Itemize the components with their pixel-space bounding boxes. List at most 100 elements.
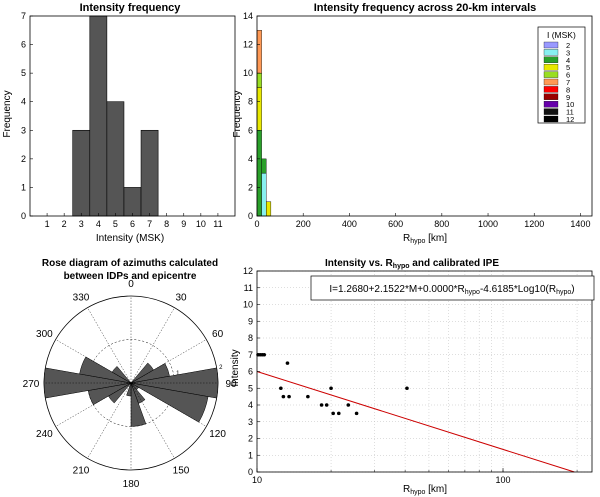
legend-label-9: 9 [566, 93, 570, 102]
rose-angle-label-90: 90 [225, 379, 237, 390]
ipe-point-11 [329, 386, 333, 391]
legend-swatch-5 [543, 64, 559, 71]
rose-spoke-150 [130, 382, 175, 459]
stack-segment-0km-I7 [256, 30, 262, 74]
legend-label-10: 10 [566, 100, 574, 109]
ipe-point-5 [281, 394, 286, 399]
legend-swatch-6 [543, 71, 559, 78]
ipe-title: Intensity vs. Rhypo and calibrated IPE [325, 258, 499, 270]
legend-label-7: 7 [566, 78, 570, 87]
stack-ylabel: Frequency [232, 90, 243, 137]
hist-ytick-label-3: 3 [21, 125, 26, 135]
stack-xtick-label-1000: 1000 [478, 219, 498, 229]
legend-swatch-10 [543, 101, 559, 108]
ipe-point-12 [331, 411, 335, 416]
hist-plot-area [30, 16, 235, 216]
stack-ytick-label-4: 4 [248, 154, 253, 164]
hist-xtick-label-2: 2 [62, 219, 67, 229]
legend-swatch-8 [543, 86, 559, 93]
ipe-axes-frame [256, 270, 593, 473]
stack-segment-0km-I4 [256, 130, 262, 217]
legend-swatch-3 [543, 49, 559, 56]
ipe-plot-area [257, 271, 592, 472]
stack-segment-0km-I6 [256, 72, 262, 88]
stack-segment-0km-I5 [256, 87, 262, 131]
ipe-point-10 [324, 403, 329, 407]
hist-bar-4 [89, 15, 108, 217]
intensity-histogram: Intensity frequency 1 2 3 4 5 6 7 8 9 10 11 0 1 2 3 4 5 6… [2, 2, 236, 244]
rose-spoke-120 [130, 382, 207, 427]
legend-label-11: 11 [566, 108, 574, 117]
stack-xlabel: Rhypo [km] [403, 233, 447, 245]
ipe-ytick-label-4: 4 [248, 400, 253, 410]
stack-xtick-label-0: 0 [254, 219, 259, 229]
ipe-point-7 [287, 394, 291, 399]
rose-angle-label-330: 330 [73, 292, 90, 303]
ipe-xlabel: Rhypo [km] [403, 484, 447, 496]
hist-axes-frame [29, 15, 236, 217]
rose-radial-label-1: 1 [176, 371, 180, 377]
ipe-ytick-label-11: 11 [244, 283, 253, 293]
ipe-ytick-label-3: 3 [248, 417, 253, 427]
rose-angle-label-150: 150 [173, 466, 190, 477]
ipe-ytick-label-0: 0 [248, 467, 253, 477]
stack-axes-frame [256, 15, 593, 217]
hist-xtick-label-7: 7 [147, 219, 152, 229]
stack-ytick-label-10: 10 [243, 68, 253, 78]
stack-segment-20km-I3 [261, 172, 267, 217]
hist-xlabel: Intensity (MSK) [96, 233, 164, 244]
legend-swatch-11 [543, 108, 559, 115]
hist-ytick-label-7: 7 [21, 11, 26, 21]
ipe-point-4 [279, 386, 283, 391]
rose-angle-label-210: 210 [73, 466, 90, 477]
ipe-point-14 [346, 403, 351, 407]
stack-ytick-label-12: 12 [243, 40, 253, 50]
ipe-ytick-label-7: 7 [248, 350, 253, 360]
stack-xtick-label-1200: 1200 [524, 219, 544, 229]
hist-xtick-label-5: 5 [113, 219, 118, 229]
legend-swatch-7 [543, 78, 559, 86]
ipe-point-15 [354, 411, 359, 416]
ipe-xtick-label-100: 100 [495, 475, 510, 485]
legend-label-3: 3 [566, 48, 570, 57]
rose-spoke-60 [130, 339, 207, 384]
legend-label-6: 6 [566, 71, 570, 80]
hist-ylabel: Frequency [2, 90, 13, 137]
hist-ytick-label-2: 2 [21, 154, 26, 164]
hist-xtick-label-10: 10 [196, 219, 206, 229]
ipe-ylabel: Intensity [230, 349, 241, 386]
hist-bar-3 [72, 129, 91, 217]
equation-frame [310, 275, 595, 301]
rose-angle-label-240: 240 [36, 429, 53, 440]
hist-xtick-label-8: 8 [164, 219, 169, 229]
stack-ytick-label-2: 2 [248, 182, 253, 192]
ipe-ytick-label-5: 5 [248, 383, 253, 393]
stack-xtick-label-600: 600 [388, 219, 403, 229]
stack-xtick-label-1400: 1400 [570, 219, 590, 229]
legend-label-2: 2 [566, 41, 570, 50]
ipe-point-13 [336, 411, 341, 416]
ipe-ytick-label-6: 6 [248, 367, 253, 377]
hist-bar-5 [106, 101, 125, 217]
stack-xtick-label-800: 800 [434, 219, 449, 229]
ipe-fit-line [256, 371, 575, 473]
legend-swatch-2 [543, 41, 559, 49]
rose-sector-260 [43, 367, 132, 399]
hist-ytick-label-1: 1 [21, 182, 26, 192]
azimuth-rose-diagram: Rose diagram of azimuths calculated betw… [23, 258, 237, 490]
intensity-vs-distance-plot: Intensity vs. Rhypo and calibrated IPE 0… [230, 258, 595, 496]
rose-spoke-300 [55, 339, 132, 384]
hist-ytick-label-5: 5 [21, 68, 26, 78]
hist-title: Intensity frequency [80, 2, 182, 14]
rose-angle-label-270: 270 [23, 379, 40, 390]
equation-text: I=1.2680+2.1522*M+0.0000*Rhypo-4.6185*Lo… [329, 284, 574, 296]
ipe-point-9 [319, 403, 324, 407]
hist-ytick-label-6: 6 [21, 40, 26, 50]
rose-spoke-240 [55, 382, 132, 427]
hist-xtick-label-9: 9 [181, 219, 186, 229]
ipe-equation-box: I=1.2680+2.1522*M+0.0000*Rhypo-4.6185*Lo… [310, 275, 595, 301]
legend-swatch-4 [543, 56, 559, 63]
rose-spoke-210 [87, 382, 132, 459]
hist-xtick-label-6: 6 [130, 219, 135, 229]
hist-bar-7 [140, 129, 159, 217]
